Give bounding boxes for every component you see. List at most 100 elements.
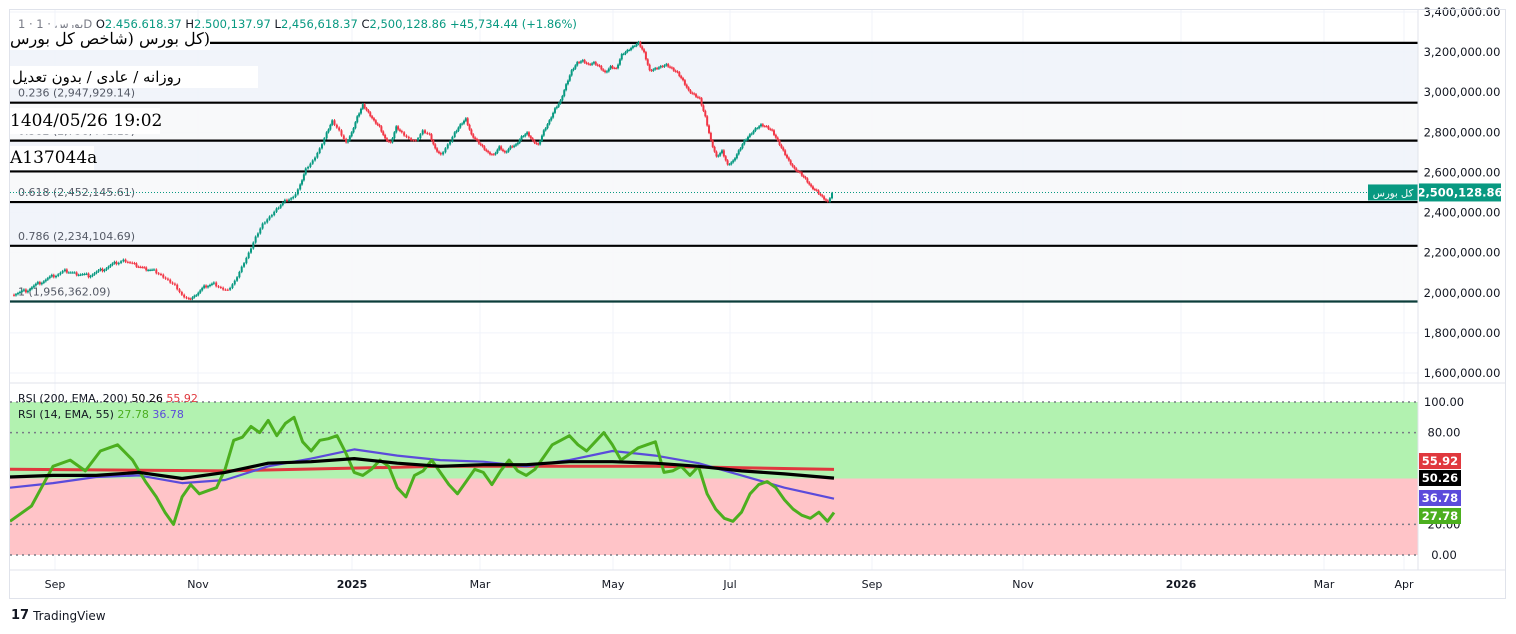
candle-body (309, 163, 312, 167)
close-label: C (361, 17, 370, 31)
candle-body (516, 142, 519, 145)
candle-body (407, 136, 410, 139)
candle-body (717, 155, 720, 157)
candle-body (672, 68, 675, 71)
candle-body (754, 128, 757, 131)
candle-body (585, 62, 588, 64)
candle-body (120, 261, 123, 263)
candle-body (565, 84, 568, 91)
candle-body (358, 113, 361, 117)
candle-body (689, 90, 692, 93)
candle-body (101, 268, 104, 272)
price-tick-label: 3,200,000.00 (1424, 45, 1501, 59)
candle-body (180, 292, 183, 295)
candle-body (263, 222, 266, 224)
candle-body (352, 128, 355, 133)
candle-body (455, 130, 458, 133)
candle-body (639, 42, 642, 47)
candle-body (434, 144, 437, 149)
candle-body (767, 126, 770, 129)
candle-body (105, 268, 108, 270)
candle-body (113, 261, 116, 264)
candle-body (301, 180, 304, 185)
rsi14-legend: RSI (14, EMA, 55) 27.78 36.78 (18, 408, 184, 421)
close-value: 2,500,128.86 (369, 17, 447, 31)
candle-body (157, 273, 160, 275)
candle-body (329, 124, 332, 130)
candle-body (611, 66, 614, 69)
candle-body (229, 287, 232, 290)
candle-body (345, 138, 348, 143)
candle-body (141, 267, 144, 269)
candle-body (741, 144, 744, 149)
change-value: +45,734.44 (+1.86%) (449, 17, 577, 31)
candle-body (819, 193, 822, 196)
candle-body (784, 150, 787, 155)
candle-body (367, 110, 370, 113)
candle-body (173, 283, 176, 285)
candle-body (789, 160, 792, 165)
rsi200-legend: RSI (200, EMA, 200) 50.26 55.92 (18, 392, 198, 405)
candle-body (245, 257, 248, 264)
candle-body (483, 146, 486, 150)
candle-body (273, 211, 276, 216)
candle-body (641, 46, 644, 50)
fib-zone (10, 171, 1418, 203)
candle-body (304, 168, 307, 175)
candle-body (318, 148, 321, 153)
candle-body (488, 152, 491, 155)
candle-body (109, 265, 112, 267)
candle-body (724, 156, 727, 161)
candle-body (500, 146, 503, 150)
candle-body (187, 298, 190, 300)
candle-body (162, 274, 165, 278)
candle-body (574, 65, 577, 69)
candle-body (765, 126, 768, 128)
candle-body (652, 69, 655, 71)
time-tick-label: Nov (187, 578, 209, 591)
price-axis[interactable]: 3,400,000.00 3,200,000.00 3,000,000.00 2,80… (1368, 5, 1503, 380)
candle-body (283, 199, 286, 203)
candle-body (648, 64, 651, 71)
candle-body (122, 259, 125, 262)
candle-body (348, 136, 351, 141)
timeframe-label: روزانه / عادی / بدون تعدیل (10, 66, 258, 88)
candle-body (410, 138, 413, 141)
candle-body (259, 228, 262, 234)
candle-body (191, 297, 194, 299)
time-axis[interactable]: Sep Nov 2025 Mar May Jul Sep Nov 2026 Mar Apr (45, 578, 1414, 591)
candle-body (36, 282, 39, 284)
candle-body (279, 205, 282, 208)
candle-body (468, 124, 471, 130)
candle-body (654, 68, 657, 70)
candle-body (166, 278, 169, 280)
rsi-overbought-fill (10, 402, 1418, 479)
candle-body (674, 70, 677, 72)
candle-body (231, 284, 234, 288)
candle-body (197, 292, 200, 296)
candle-body (550, 117, 553, 121)
candle-body (59, 272, 62, 275)
candle-body (706, 116, 709, 126)
open-value: 2,456,618.37 (104, 17, 182, 31)
candle-body (208, 284, 211, 287)
candle-body (453, 132, 456, 137)
candle-body (475, 138, 478, 141)
candle-body (449, 141, 452, 145)
candle-body (18, 291, 21, 294)
rsi-bands (10, 401, 1418, 556)
candle-body (823, 196, 826, 200)
candle-body (462, 120, 465, 124)
rsi-value-badge-label: 55.92 (1422, 454, 1458, 468)
candle-body (537, 143, 540, 145)
tradingview-logo[interactable]: 17 TradingView (11, 608, 106, 623)
candle-body (604, 70, 607, 73)
candle-body (417, 138, 420, 141)
candle-body (631, 46, 634, 49)
symbol-badge (1368, 184, 1418, 201)
candle-body (137, 266, 140, 268)
candle-body (189, 298, 192, 300)
candle-body (201, 287, 204, 291)
ohlc-legend: 1 · بورس · 1D O2,456,618.37 H2,500,137.9… (18, 17, 577, 31)
